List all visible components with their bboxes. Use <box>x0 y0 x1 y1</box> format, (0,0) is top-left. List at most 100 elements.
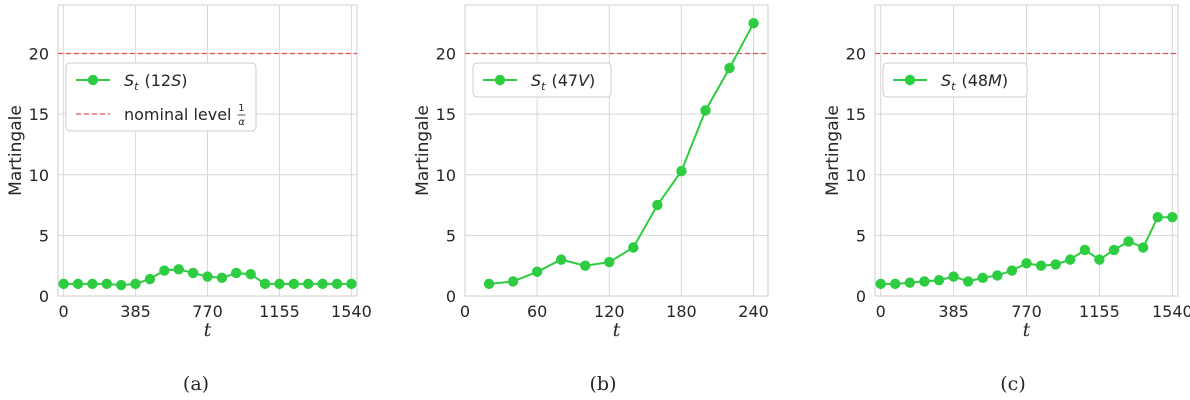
data-point <box>130 278 141 290</box>
data-point <box>72 278 84 290</box>
legend-subscript: t <box>951 80 956 93</box>
y-tick-label: 20 <box>846 45 866 64</box>
x-tick-label: 0 <box>59 302 69 321</box>
data-point <box>933 275 945 286</box>
legend-paren: (12 <box>144 71 171 90</box>
data-point <box>187 267 199 279</box>
data-point <box>1167 211 1178 223</box>
data-point <box>1021 258 1032 269</box>
x-tick-label: 770 <box>1011 302 1042 321</box>
legend-box <box>472 62 612 98</box>
data-point <box>259 278 271 290</box>
y-tick-label: 20 <box>29 45 49 64</box>
data-point <box>101 278 112 290</box>
data-point <box>604 256 615 268</box>
y-tick-label: 10 <box>436 166 456 185</box>
data-point <box>317 278 328 290</box>
plot-frame <box>464 4 769 297</box>
data-point <box>1050 259 1061 270</box>
data-point <box>1137 242 1149 253</box>
chart-panel-2: 0 60 120 180 240 0 5 10 15 20 t Martingale St (47V) (b… <box>413 4 769 395</box>
panel-caption: (c) <box>1000 373 1025 395</box>
legend-tag: S <box>171 71 181 90</box>
data-point <box>628 242 639 253</box>
legend: St (47V) <box>472 62 612 98</box>
plot-frame <box>874 4 1179 297</box>
data-point <box>507 276 519 287</box>
x-tick-label: 1155 <box>1079 302 1120 321</box>
legend-symbol: S <box>531 71 541 90</box>
data-point <box>1123 236 1134 247</box>
y-tick-label: 5 <box>39 226 49 245</box>
x-tick-label: 60 <box>527 302 547 321</box>
legend-series-marker <box>494 74 506 86</box>
panel-caption: (a) <box>183 373 209 395</box>
data-point <box>216 272 228 284</box>
data-point <box>676 165 687 177</box>
legend-subscript: t <box>541 80 546 93</box>
data-point <box>1035 260 1047 271</box>
data-point <box>159 265 170 276</box>
data-point <box>202 271 213 282</box>
y-tick-label: 0 <box>856 287 866 306</box>
data-point <box>748 17 759 29</box>
x-tick-label: 0 <box>460 302 470 321</box>
data-point <box>875 278 886 290</box>
data-point <box>115 279 127 291</box>
data-point <box>962 276 974 287</box>
legend-series-label: St (12S) <box>124 71 188 93</box>
legend-series-marker <box>904 74 916 86</box>
data-point <box>904 277 916 288</box>
x-tick-label: 385 <box>938 302 969 321</box>
data-point <box>483 278 495 290</box>
x-tick-label: 770 <box>192 302 223 321</box>
data-point <box>346 278 357 290</box>
x-tick-label: 120 <box>594 302 625 321</box>
x-axis-label: t <box>613 319 621 341</box>
x-tick-label: 240 <box>738 302 769 321</box>
data-point <box>1108 244 1120 256</box>
data-point <box>977 272 988 284</box>
legend-subscript: t <box>134 80 139 93</box>
chart-panel-3: 0 385 770 1155 1540 0 5 10 15 20 t Martingale St (48M… <box>823 4 1190 395</box>
legend-close: ) <box>181 71 187 90</box>
data-point <box>1079 244 1091 256</box>
data-point <box>173 264 184 275</box>
data-point <box>919 276 930 287</box>
legend-tag: M <box>988 71 1002 90</box>
data-point <box>555 254 567 265</box>
legend-paren: (48 <box>961 71 988 90</box>
y-tick-label: 10 <box>846 166 866 185</box>
legend-series-marker <box>87 74 99 86</box>
legend: St (12S)nominal level 1α <box>65 62 257 132</box>
data-point <box>274 278 285 290</box>
data-point <box>1152 211 1163 223</box>
data-point <box>331 278 343 290</box>
data-point <box>700 105 711 116</box>
data-point <box>1006 265 1018 276</box>
data-point <box>1065 254 1076 265</box>
legend-fraction-denominator: α <box>238 117 245 128</box>
x-tick-label: 0 <box>876 302 886 321</box>
data-point <box>992 270 1003 281</box>
data-point <box>724 62 735 74</box>
legend-symbol: S <box>124 71 134 90</box>
data-point <box>580 260 591 271</box>
x-tick-label: 1540 <box>331 302 372 321</box>
y-tick-label: 5 <box>446 226 456 245</box>
x-axis-label: t <box>1023 319 1031 341</box>
data-point <box>1094 254 1105 265</box>
x-tick-label: 180 <box>666 302 697 321</box>
legend-series-label: St (48M) <box>941 71 1008 93</box>
data-point <box>652 199 663 211</box>
x-tick-label: 1155 <box>259 302 300 321</box>
data-point <box>531 266 543 277</box>
data-point <box>245 268 256 280</box>
y-axis-label: Martingale <box>413 105 433 196</box>
x-tick-label: 1540 <box>1152 302 1190 321</box>
legend-tag: V <box>578 71 590 90</box>
data-point <box>303 278 314 290</box>
plot-frame <box>57 4 358 297</box>
